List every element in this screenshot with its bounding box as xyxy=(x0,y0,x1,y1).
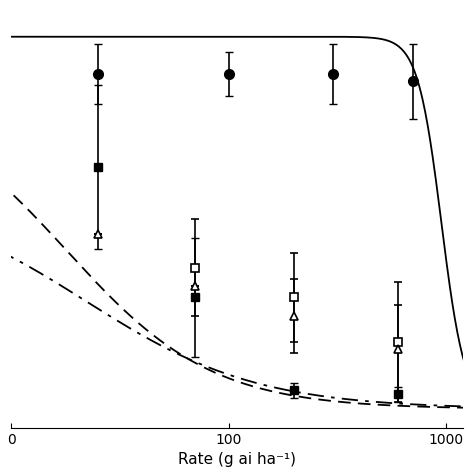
X-axis label: Rate (g ai ha⁻¹): Rate (g ai ha⁻¹) xyxy=(178,452,296,467)
